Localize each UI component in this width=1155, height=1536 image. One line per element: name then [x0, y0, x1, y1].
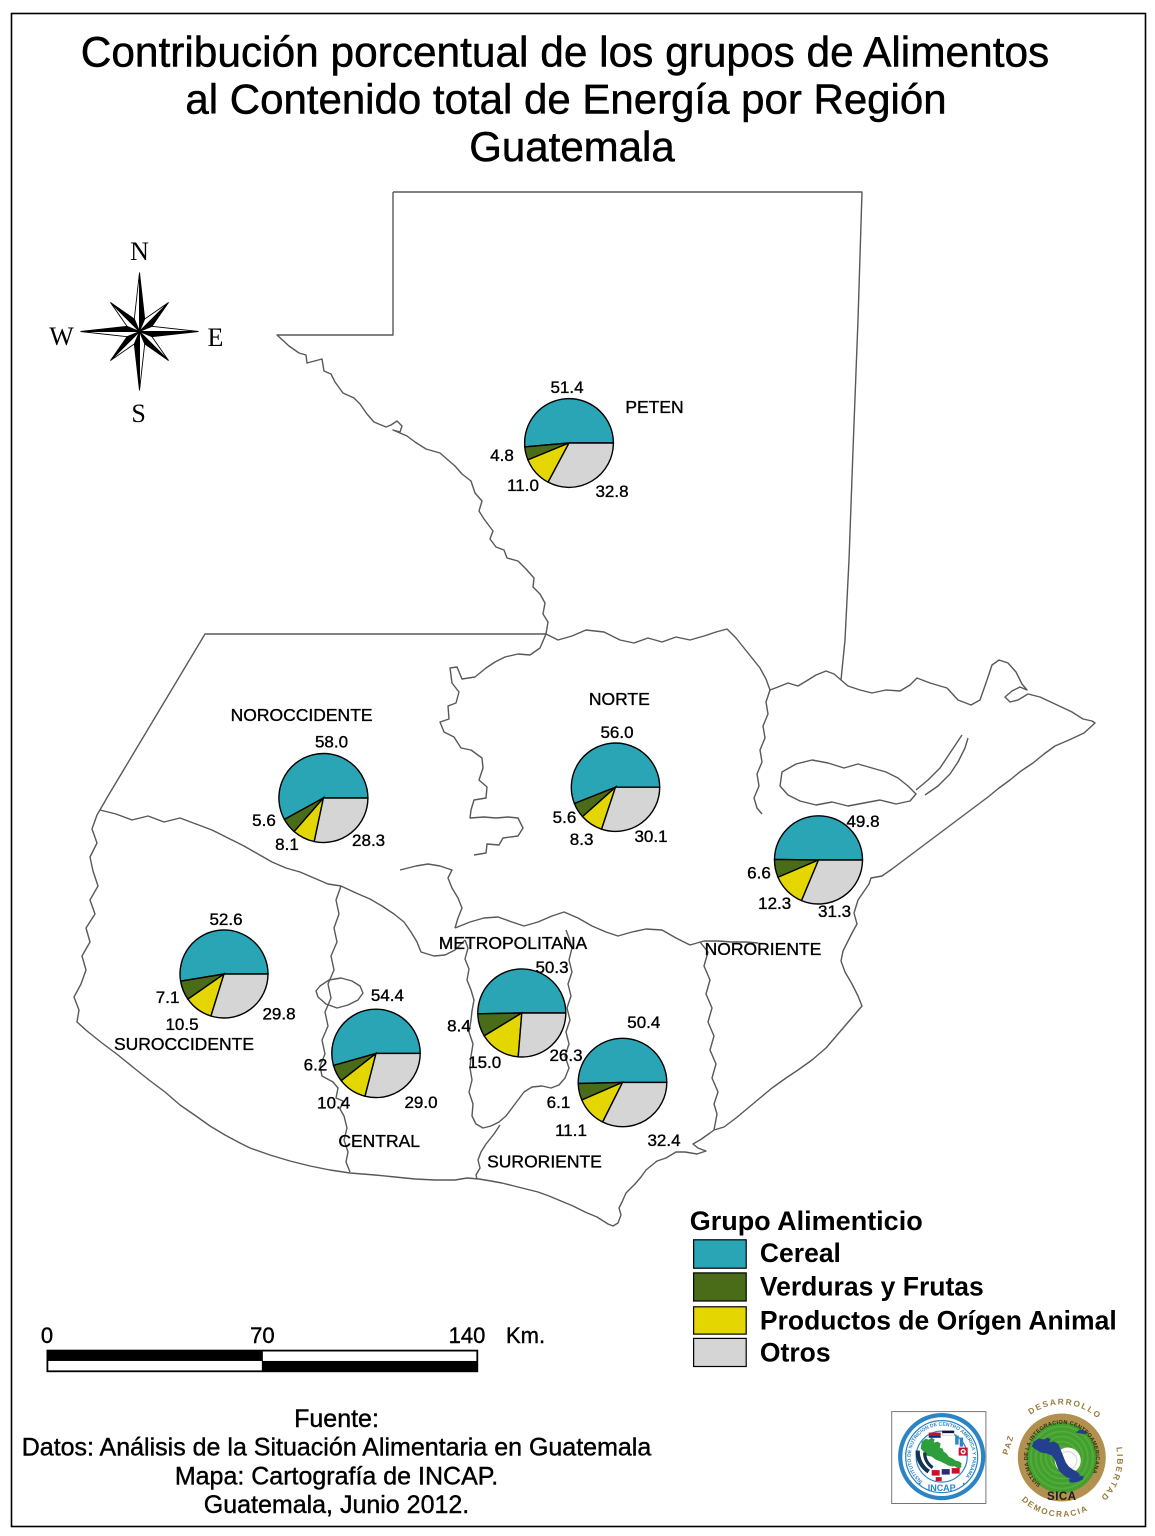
svg-text:8.3: 8.3 [570, 830, 594, 849]
svg-text:W: W [49, 322, 74, 351]
svg-text:Guatemala: Guatemala [469, 123, 675, 170]
svg-text:Grupo Alimenticio: Grupo Alimenticio [690, 1206, 923, 1236]
svg-text:31.3: 31.3 [818, 902, 851, 921]
svg-text:26.3: 26.3 [549, 1046, 582, 1065]
svg-text:12.3: 12.3 [758, 894, 791, 913]
svg-text:0: 0 [41, 1323, 53, 1348]
svg-text:CENTRAL: CENTRAL [338, 1131, 420, 1151]
svg-text:6.1: 6.1 [547, 1093, 571, 1112]
svg-text:8.4: 8.4 [447, 1017, 471, 1036]
svg-text:.: . [962, 1476, 965, 1488]
svg-text:10.4: 10.4 [317, 1094, 350, 1113]
svg-text:7.1: 7.1 [156, 988, 180, 1007]
svg-text:8.1: 8.1 [275, 835, 299, 854]
svg-text:50.3: 50.3 [535, 958, 568, 977]
svg-text:5.6: 5.6 [252, 811, 276, 830]
svg-text:.: . [918, 1476, 921, 1488]
svg-text:Cereal: Cereal [760, 1238, 841, 1268]
svg-text:51.4: 51.4 [550, 378, 583, 397]
svg-text:METROPOLITANA: METROPOLITANA [439, 933, 588, 953]
svg-text:70: 70 [250, 1323, 274, 1348]
svg-text:5.6: 5.6 [553, 808, 577, 827]
svg-text:11.1: 11.1 [555, 1121, 587, 1140]
svg-text:6.6: 6.6 [747, 864, 771, 883]
svg-text:15.0: 15.0 [468, 1053, 501, 1072]
svg-text:NORORIENTE: NORORIENTE [705, 939, 822, 959]
svg-text:4.8: 4.8 [490, 446, 514, 465]
svg-text:PETEN: PETEN [625, 397, 683, 417]
svg-text:6.2: 6.2 [304, 1056, 328, 1075]
svg-text:58.0: 58.0 [315, 733, 348, 752]
svg-text:INCAP: INCAP [928, 1483, 956, 1493]
svg-text:10.5: 10.5 [165, 1015, 198, 1034]
svg-text:Contribución porcentual de los: Contribución porcentual de los grupos de… [81, 29, 1050, 76]
svg-text:SUROCCIDENTE: SUROCCIDENTE [114, 1034, 254, 1054]
svg-text:29.0: 29.0 [404, 1093, 437, 1112]
svg-text:54.4: 54.4 [371, 986, 404, 1005]
svg-text:49.8: 49.8 [846, 812, 879, 831]
svg-text:SICA: SICA [1047, 1491, 1076, 1503]
svg-text:Guatemala, Junio 2012.: Guatemala, Junio 2012. [204, 1491, 469, 1519]
svg-text:56.0: 56.0 [600, 723, 633, 742]
svg-text:SURORIENTE: SURORIENTE [487, 1152, 602, 1172]
svg-text:S: S [131, 399, 145, 428]
svg-text:Otros: Otros [760, 1338, 831, 1368]
svg-text:N: N [130, 237, 149, 266]
svg-text:52.6: 52.6 [209, 910, 242, 929]
svg-text:28.3: 28.3 [352, 831, 385, 850]
svg-text:30.1: 30.1 [634, 827, 667, 846]
svg-text:NOROCCIDENTE: NOROCCIDENTE [231, 705, 373, 725]
svg-text:al Contenido total de Energía: al Contenido total de Energía por Región [185, 76, 946, 123]
svg-text:Km.: Km. [506, 1323, 545, 1348]
svg-text:Datos: Análisis de la Situació: Datos: Análisis de la Situación Alimenta… [22, 1434, 652, 1462]
svg-text:Verduras y Frutas: Verduras y Frutas [760, 1272, 984, 1302]
svg-text:32.4: 32.4 [647, 1131, 680, 1150]
svg-text:29.8: 29.8 [262, 1005, 295, 1024]
svg-text:Mapa: Cartografía de INCAP.: Mapa: Cartografía de INCAP. [175, 1462, 498, 1490]
svg-text:Productos de Orígen Animal: Productos de Orígen Animal [760, 1305, 1117, 1335]
svg-text:50.4: 50.4 [627, 1013, 660, 1032]
svg-text:NORTE: NORTE [589, 689, 650, 709]
svg-text:11.0: 11.0 [507, 476, 539, 495]
svg-text:Fuente:: Fuente: [294, 1405, 379, 1433]
svg-text:140: 140 [449, 1323, 486, 1348]
svg-text:E: E [208, 323, 224, 352]
svg-text:32.8: 32.8 [595, 482, 628, 501]
